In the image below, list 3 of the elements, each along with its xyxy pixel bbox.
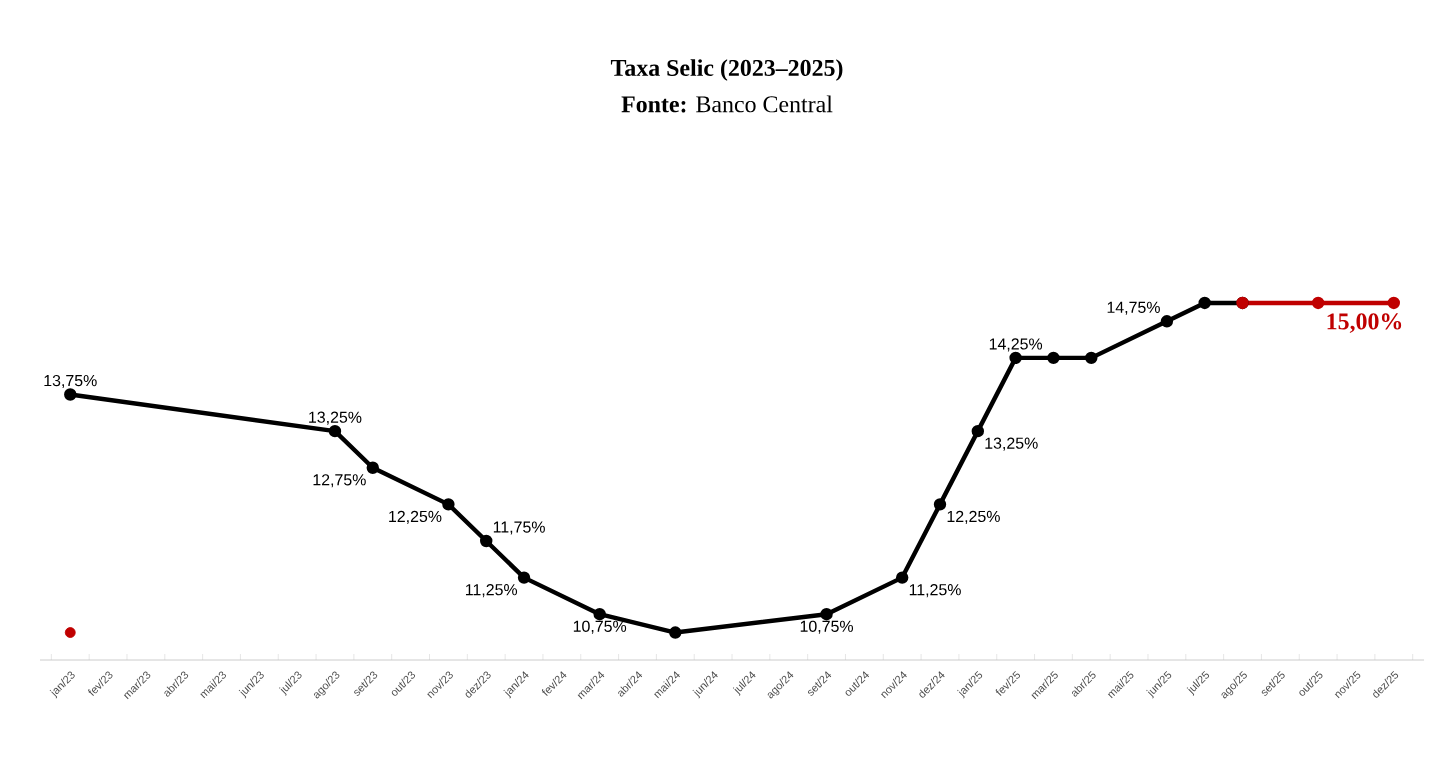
data-label: 15,00% [1327,313,1402,333]
chart-subtitle: Fonte: Banco Central [621,95,833,113]
chart-title: Taxa Selic (2023–2025) [610,59,843,81]
